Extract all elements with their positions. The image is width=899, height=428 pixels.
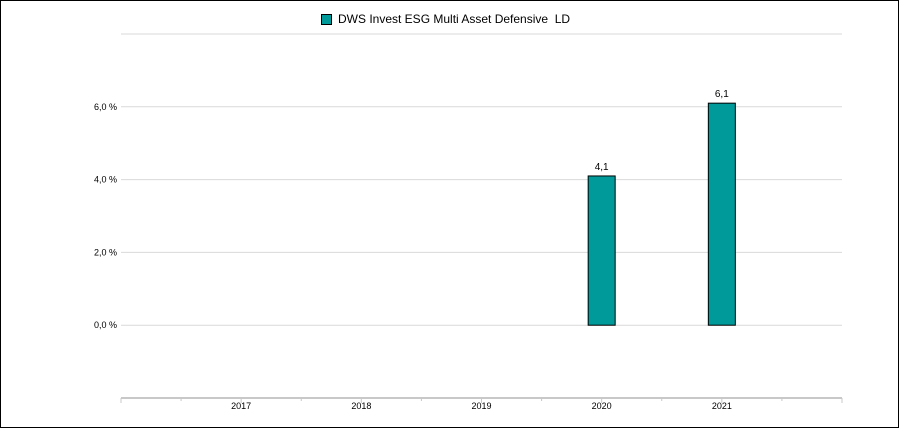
- x-tick-label: 2019: [471, 401, 491, 411]
- chart-legend: DWS Invest ESG Multi Asset Defensive LD: [321, 12, 570, 26]
- legend-swatch: [321, 13, 332, 25]
- y-tick-label: 0,0 %: [94, 320, 117, 330]
- legend-label: DWS Invest ESG Multi Asset Defensive LD: [338, 12, 571, 26]
- x-tick-label: 2021: [712, 401, 732, 411]
- y-tick-label: 4,0 %: [94, 175, 117, 185]
- y-tick-label: 6,0 %: [94, 102, 117, 112]
- x-tick-label: 2017: [231, 401, 251, 411]
- y-tick-label: 2,0 %: [94, 247, 117, 257]
- data-label: 4,1: [595, 162, 609, 173]
- bar: [587, 175, 616, 326]
- x-tick-label: 2018: [351, 401, 371, 411]
- x-tick-label: 2020: [592, 401, 612, 411]
- data-label: 6,1: [715, 89, 729, 100]
- bar: [707, 102, 736, 326]
